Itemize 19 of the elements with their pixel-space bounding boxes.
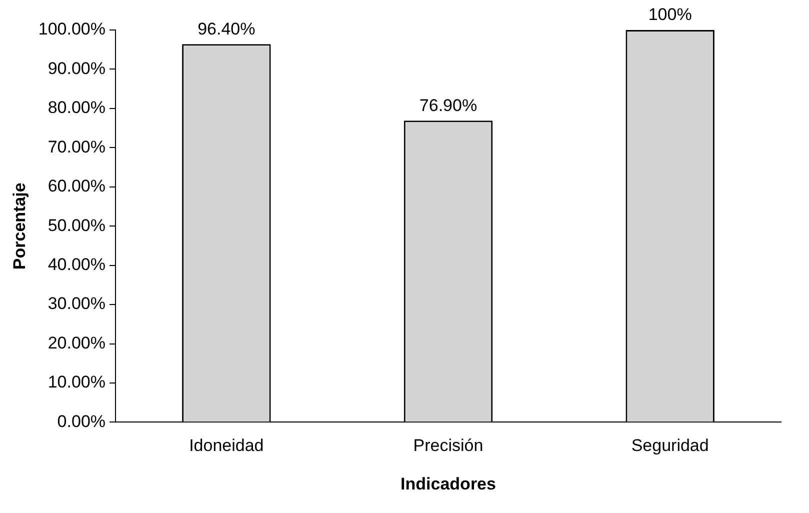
y-tick-label: 10.00%	[48, 372, 106, 392]
y-tick-label: 0.00%	[57, 412, 106, 431]
y-tick-label: 80.00%	[48, 98, 106, 118]
data-label: 96.40%	[198, 19, 256, 38]
y-tick-label: 30.00%	[48, 294, 106, 314]
x-axis-title: Indicadores	[400, 474, 496, 494]
y-tick-label: 90.00%	[48, 58, 106, 78]
data-label: 76.90%	[419, 96, 478, 115]
x-tick-label: Precisión	[413, 436, 484, 456]
y-tick-label: 70.00%	[48, 137, 106, 156]
data-label: 100%	[648, 5, 692, 24]
y-tick-label: 20.00%	[48, 333, 106, 352]
y-tick-label: 50.00%	[48, 216, 106, 235]
y-tick-label: 60.00%	[48, 176, 106, 196]
y-tick-label: 100.00%	[38, 20, 106, 39]
y-axis-title: Porcentaje	[10, 182, 29, 270]
x-tick-label: Idoneidad	[189, 436, 264, 456]
x-tick-label: Seguridad	[631, 436, 709, 456]
y-tick-label: 40.00%	[48, 255, 106, 274]
